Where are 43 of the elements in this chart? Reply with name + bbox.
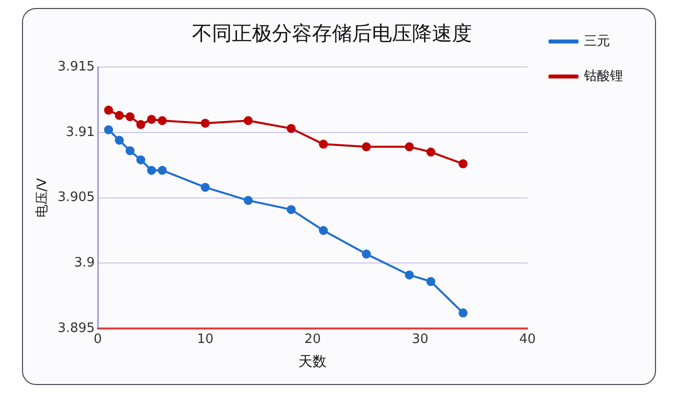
point	[404, 142, 414, 152]
point	[318, 140, 328, 149]
point	[136, 155, 146, 164]
y-tick-label: 3.9	[74, 256, 95, 271]
point	[200, 182, 210, 192]
x-tick-label: 10	[196, 332, 214, 347]
legend-label: 三元	[584, 34, 610, 49]
x-tick-label: 30	[412, 332, 428, 347]
y-tick-label: 3.915	[58, 59, 95, 74]
point	[286, 205, 296, 214]
y-tick-label: 3.905	[58, 190, 95, 206]
point	[104, 125, 114, 134]
point	[158, 166, 167, 175]
point	[158, 116, 167, 126]
point	[286, 124, 296, 133]
point	[126, 112, 135, 122]
point	[426, 277, 436, 286]
x-tick-label: 40	[519, 332, 536, 347]
point	[362, 142, 371, 152]
y-tick-label: 3.91	[66, 124, 95, 140]
point	[147, 166, 156, 175]
x-axis-title: 天数	[298, 354, 327, 370]
point	[147, 114, 156, 124]
point	[126, 146, 135, 156]
point	[114, 110, 124, 120]
point	[404, 270, 414, 280]
point	[426, 148, 436, 157]
point	[244, 196, 253, 205]
legend-label: 钴酸锂	[583, 68, 623, 84]
y-tick-label: 3.895	[58, 320, 95, 336]
point	[458, 308, 468, 318]
x-tick-label: 20	[304, 332, 321, 347]
point	[114, 136, 124, 145]
point	[362, 250, 371, 259]
point	[244, 116, 253, 126]
x-tick-label: 0	[94, 332, 102, 347]
point	[104, 106, 114, 115]
point	[200, 118, 210, 128]
point	[318, 226, 328, 235]
point	[458, 159, 468, 168]
chart-title: 不同正极分容存储后电压降速度	[192, 21, 472, 46]
y-axis-title: 电压/V	[35, 178, 50, 218]
point	[136, 120, 146, 130]
